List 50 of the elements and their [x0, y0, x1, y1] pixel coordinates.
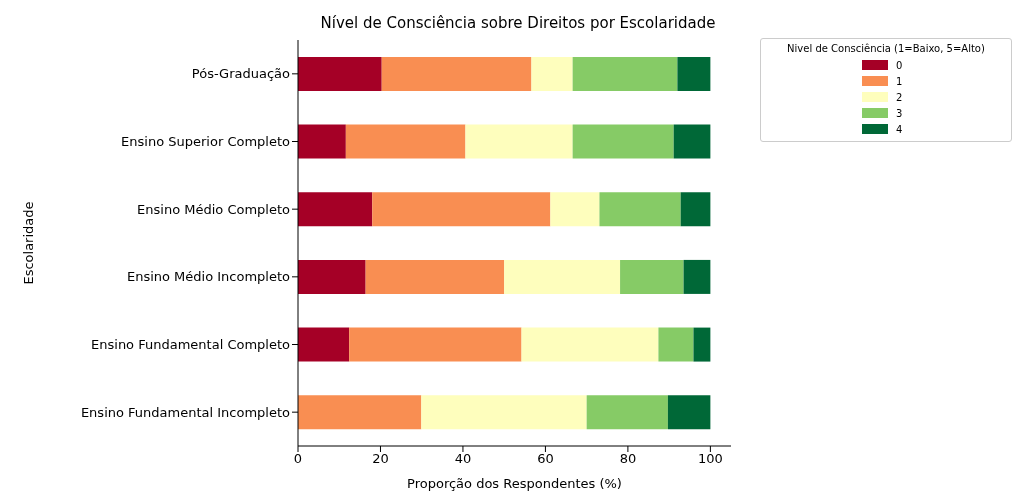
bar [677, 56, 711, 91]
legend-label: 0 [896, 59, 903, 71]
legend-title: Nivel de Consciência (1=Baixo, 5=Alto) [786, 43, 986, 54]
y-tick-label: Pós-Graduação [191, 66, 291, 82]
x-tick-label: 80 [619, 451, 637, 467]
bar [298, 395, 422, 430]
x-axis-title: Proporção dos Respondentes (%) [407, 476, 622, 491]
bar [298, 124, 346, 159]
bar [658, 327, 694, 362]
bar [298, 192, 373, 227]
y-tick-label: Ensino Fundamental Incompleto [80, 404, 291, 420]
bar [349, 327, 522, 362]
bar [421, 395, 587, 430]
bar [620, 259, 684, 294]
y-tick-label: Ensino Médio Completo [137, 201, 291, 217]
legend-label: 2 [896, 91, 903, 103]
x-tick-label: 20 [372, 451, 389, 467]
bar [521, 327, 659, 362]
bar [599, 192, 681, 227]
y-tick-label: Ensino Fundamental Completo [91, 337, 291, 353]
x-tick-label: 60 [537, 451, 554, 467]
bar [298, 327, 350, 362]
y-tick-label: Ensino Médio Incompleto [126, 269, 291, 285]
bar [673, 124, 711, 159]
x-tick-label: 0 [293, 451, 303, 467]
bar [572, 56, 678, 91]
bar [693, 327, 711, 362]
x-tick-label: 100 [697, 451, 723, 467]
bar [465, 124, 573, 159]
bar [365, 259, 505, 294]
bar [504, 259, 621, 294]
bar [531, 56, 573, 91]
bar [586, 395, 668, 430]
bar [550, 192, 600, 227]
bar [372, 192, 551, 227]
chart-title: Nível de Consciência sobre Direitos por Escolaridade [319, 14, 717, 32]
y-axis-title: Escolaridade [20, 201, 36, 285]
bar [298, 259, 366, 294]
bar [298, 56, 382, 91]
bar [345, 124, 466, 159]
bar [680, 192, 711, 227]
x-tick-label: 40 [454, 451, 472, 467]
bar [572, 124, 674, 159]
bar [667, 395, 711, 430]
legend-label: 1 [896, 75, 903, 87]
legend-label: 3 [896, 107, 903, 119]
y-tick-label: Ensino Superior Completo [121, 134, 291, 150]
legend-label: 4 [896, 123, 903, 135]
bar [683, 259, 711, 294]
bar [381, 56, 532, 91]
